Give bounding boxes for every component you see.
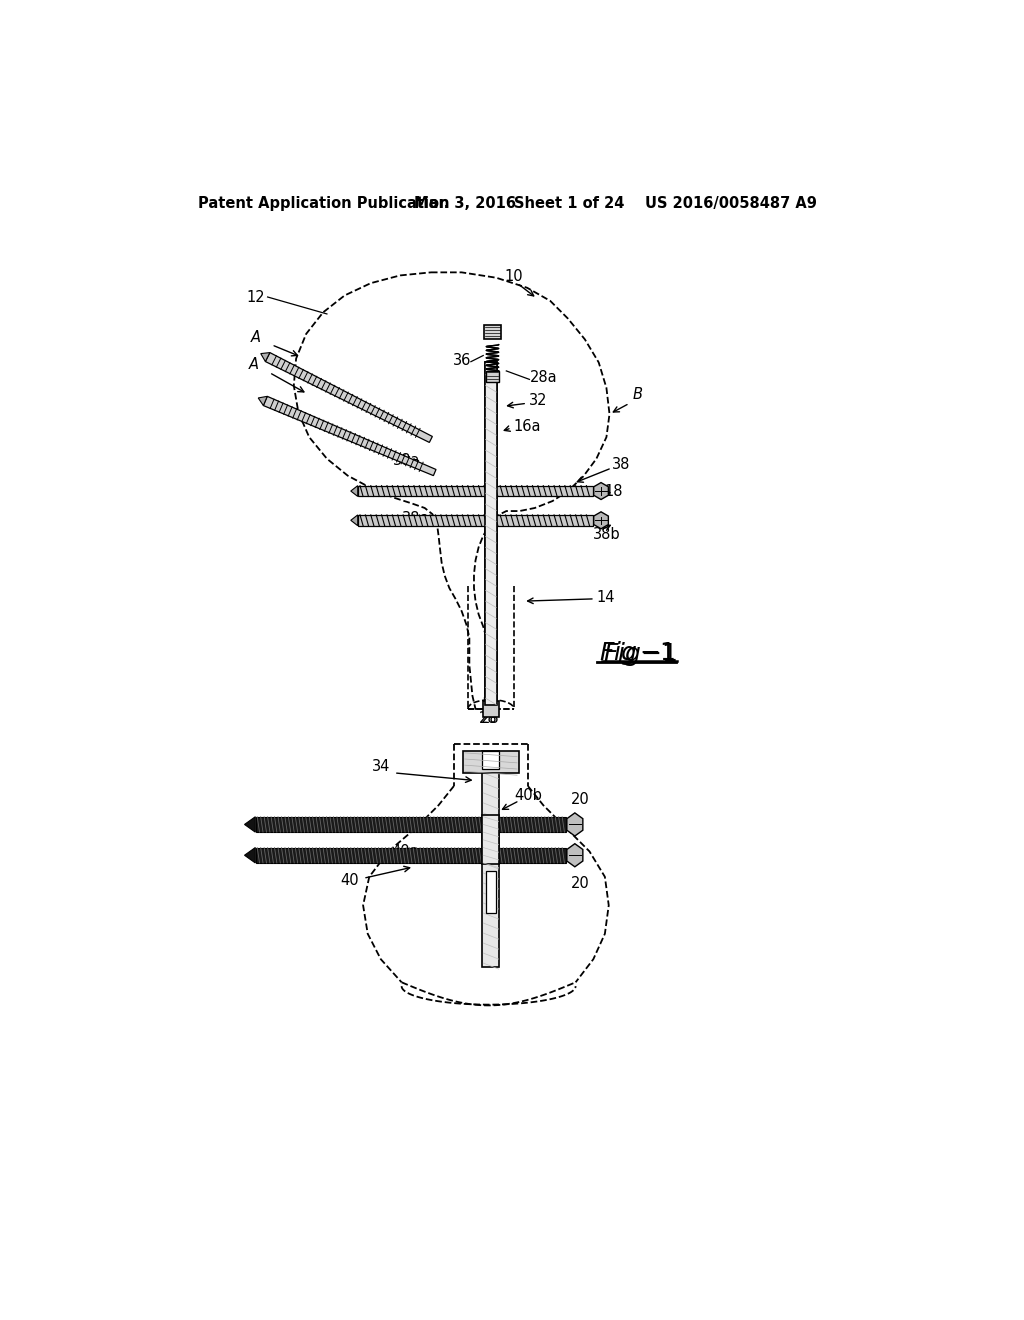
Text: 38b: 38b [593,527,621,541]
Text: $-1$: $-1$ [639,640,676,665]
Bar [256,847,565,863]
Text: $\it{Fig}$: $\it{Fig}$ [599,639,637,667]
Text: US 2016/0058487 A9: US 2016/0058487 A9 [645,195,817,211]
Text: 12: 12 [246,289,264,305]
Text: A: A [249,358,259,372]
Bar [486,371,499,383]
Polygon shape [594,512,608,529]
Text: 10: 10 [505,269,523,284]
Text: Sheet 1 of 24: Sheet 1 of 24 [514,195,625,211]
Bar [357,486,593,496]
Text: 36: 36 [453,354,471,368]
Bar [463,751,518,774]
Bar [482,816,500,865]
Text: 14: 14 [596,590,614,605]
Text: Patent Application Publication: Patent Application Publication [199,195,450,211]
Polygon shape [245,847,255,863]
Bar [482,751,500,770]
Text: $\it{Fig}$$-1$: $\it{Fig}$$-1$ [603,639,677,668]
Bar [484,363,497,705]
Polygon shape [261,352,270,362]
Polygon shape [258,396,267,405]
Bar [484,363,497,705]
Text: 16a: 16a [513,418,541,434]
Text: 40b: 40b [514,788,542,804]
Text: 40a: 40a [391,843,419,859]
Text: 28a: 28a [529,371,557,385]
Polygon shape [351,515,357,525]
Text: 18: 18 [604,483,623,499]
Text: A: A [251,330,261,345]
Bar [256,817,565,832]
Text: 20: 20 [571,792,590,808]
Polygon shape [567,843,583,867]
Text: 34: 34 [372,759,390,775]
Bar [484,326,501,339]
Text: 32: 32 [529,393,548,408]
Text: 28: 28 [481,711,500,726]
Text: 28: 28 [479,711,498,726]
Text: B: B [632,387,642,403]
Bar [482,751,500,966]
Polygon shape [351,486,357,496]
Polygon shape [567,813,583,836]
Text: 20: 20 [571,876,590,891]
Polygon shape [245,817,255,832]
Bar [357,515,593,525]
Text: 38a: 38a [392,453,420,467]
Polygon shape [263,396,436,475]
Text: 40: 40 [341,873,359,888]
Text: 38: 38 [611,457,630,473]
Polygon shape [594,483,608,499]
Text: Mar. 3, 2016: Mar. 3, 2016 [414,195,516,211]
Polygon shape [265,352,432,442]
Bar [483,701,499,717]
Text: 38c: 38c [402,511,429,527]
Bar [485,871,497,913]
